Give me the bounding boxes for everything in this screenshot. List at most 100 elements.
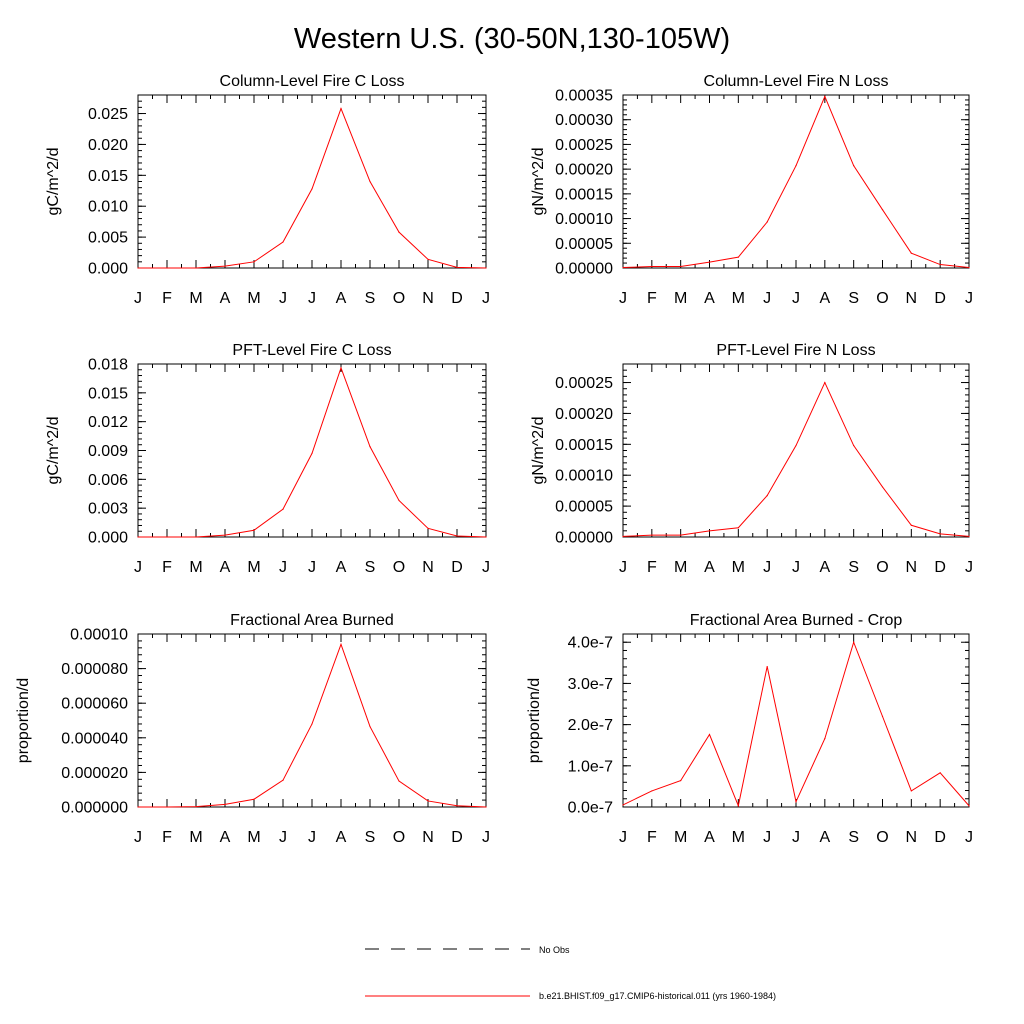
data-point	[485, 267, 487, 269]
data-point	[311, 723, 313, 725]
x-tick-label: J	[482, 290, 490, 307]
plot-frame	[137, 363, 487, 538]
y-tick-label: 0.00025	[555, 375, 613, 392]
x-tick-label: J	[134, 829, 142, 846]
data-point	[340, 107, 342, 110]
x-tick-label: J	[619, 290, 627, 307]
x-tick-label: J	[792, 559, 800, 576]
data-point	[282, 241, 284, 243]
data-point	[253, 261, 255, 263]
x-tick-label: A	[704, 829, 715, 846]
x-tick-label: D	[451, 559, 463, 576]
data-point	[853, 444, 855, 447]
data-point	[166, 806, 168, 808]
data-point	[311, 452, 313, 454]
x-tick-label: M	[674, 829, 687, 846]
figure-title: Western U.S. (30-50N,130-105W)	[293, 23, 731, 55]
y-tick-label: 0.009	[88, 443, 128, 460]
y-axis-label: gN/m^2/d	[530, 417, 547, 485]
data-point	[939, 772, 941, 774]
plot-frame	[622, 363, 970, 538]
data-point	[939, 533, 941, 535]
data-point	[456, 535, 458, 537]
x-tick-label: D	[451, 290, 463, 307]
x-tick-label: J	[965, 290, 973, 307]
y-axis-label: gN/m^2/d	[530, 148, 547, 216]
x-tick-label: O	[876, 559, 888, 576]
x-tick-label: M	[674, 559, 687, 576]
data-point	[224, 265, 226, 267]
data-point	[968, 805, 970, 807]
data-point	[766, 665, 768, 668]
data-point	[853, 165, 855, 167]
data-point	[795, 801, 797, 803]
x-tick-label: A	[819, 290, 830, 307]
legend: No Obs b.e21.BHIST.f09_g17.CMIP6-historic…	[365, 945, 776, 1001]
x-tick-label: M	[674, 290, 687, 307]
data-point	[737, 527, 739, 529]
y-tick-label: 0.012	[88, 414, 128, 431]
y-axis-label: proportion/d	[526, 678, 543, 763]
data-point	[968, 535, 970, 537]
series-line	[138, 366, 487, 538]
data-point	[680, 265, 682, 268]
x-tick-label: J	[134, 290, 142, 307]
data-point	[282, 779, 284, 781]
legend-label-no-obs: No Obs	[539, 945, 570, 955]
x-tick-label: M	[189, 559, 202, 576]
y-tick-label: 0.000060	[61, 696, 128, 713]
y-axis-label: proportion/d	[15, 678, 32, 763]
data-point	[651, 265, 653, 268]
y-tick-label: 0.010	[88, 199, 128, 216]
series-line	[622, 95, 970, 269]
x-tick-label: O	[393, 559, 405, 576]
x-tick-label: J	[279, 559, 287, 576]
panel-title: Column-Level Fire C Loss	[220, 73, 405, 90]
data-point	[853, 641, 855, 643]
data-point	[427, 527, 429, 529]
y-tick-label: 0.025	[88, 106, 128, 123]
data-point	[456, 805, 458, 807]
y-tick-label: 4.0e-7	[568, 635, 613, 652]
x-tick-label: O	[876, 829, 888, 846]
data-point	[195, 536, 197, 538]
data-point	[340, 367, 342, 369]
series-line	[138, 642, 487, 808]
data-point	[622, 804, 624, 806]
x-tick-label: A	[704, 290, 715, 307]
data-point	[195, 267, 197, 269]
x-tick-label: N	[422, 829, 434, 846]
x-tick-label: S	[848, 290, 859, 307]
y-tick-label: 2.0e-7	[568, 717, 613, 734]
y-tick-label: 0.020	[88, 137, 128, 154]
data-point	[340, 643, 342, 645]
x-tick-label: M	[189, 829, 202, 846]
x-tick-label: F	[162, 559, 172, 576]
x-tick-label: D	[934, 559, 946, 576]
x-tick-label: J	[763, 559, 771, 576]
data-point	[427, 800, 429, 802]
data-point	[369, 180, 371, 183]
data-point	[398, 499, 400, 502]
x-tick-label: F	[162, 829, 172, 846]
y-tick-label: 0.000	[88, 261, 128, 278]
x-tick-label: O	[876, 290, 888, 307]
x-tick-label: J	[482, 829, 490, 846]
data-point	[881, 486, 884, 488]
panel-title: PFT-Level Fire N Loss	[716, 342, 875, 359]
legend-label-model: b.e21.BHIST.f09_g17.CMIP6-historical.011…	[539, 991, 776, 1001]
x-tick-label: F	[162, 290, 172, 307]
y-tick-label: 0.00015	[555, 186, 613, 203]
x-tick-label: D	[451, 829, 463, 846]
x-tick-label: J	[763, 290, 771, 307]
x-tick-label: N	[906, 829, 918, 846]
y-tick-label: 0.015	[88, 168, 128, 185]
x-tick-label: O	[393, 829, 405, 846]
x-tick-label: A	[220, 290, 231, 307]
plot-frame	[622, 94, 970, 269]
data-point	[651, 790, 653, 792]
x-tick-label: S	[848, 559, 859, 576]
plot-frame	[137, 94, 487, 269]
